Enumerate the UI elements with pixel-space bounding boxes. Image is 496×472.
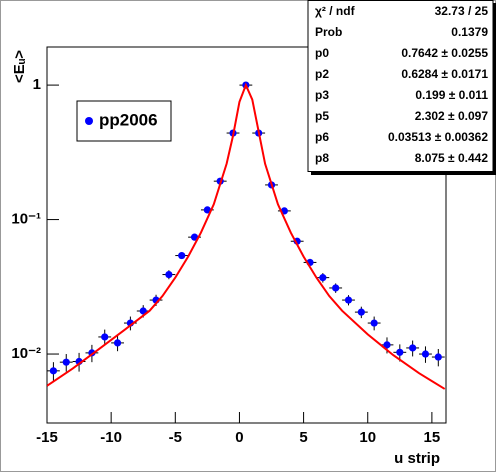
stats-box (307, 0, 494, 172)
x-tick-label: 10 (359, 429, 376, 446)
legend-marker (85, 117, 93, 125)
y-tick-label: 10⁻² (11, 345, 41, 362)
data-point (190, 233, 199, 241)
y-axis-title: <Eᵤ> (11, 50, 28, 83)
data-point (409, 344, 417, 352)
data-point (165, 270, 173, 279)
data-point (113, 339, 122, 347)
stat-label: χ² / ndf (315, 4, 356, 18)
stat-label: p0 (315, 46, 329, 60)
fit-curve (47, 82, 446, 390)
stat-value: 0.6284 ± 0.0171 (401, 67, 488, 81)
stat-label: Prob (315, 25, 342, 39)
legend-label: pp2006 (99, 110, 158, 129)
stat-value: 32.73 / 25 (435, 4, 489, 18)
data-point (421, 350, 430, 358)
y-tick-label: 1 (33, 76, 41, 93)
stat-value: 0.199 ± 0.011 (415, 88, 488, 102)
data-point (357, 308, 365, 316)
data-point (49, 367, 58, 375)
data-point (434, 353, 442, 361)
data-point (332, 284, 340, 292)
x-tick-label: 15 (424, 429, 441, 446)
stat-value: 0.1379 (451, 25, 488, 39)
data-point (178, 251, 186, 260)
x-tick-label: -15 (36, 429, 58, 446)
data-point (383, 341, 391, 349)
data-point (203, 206, 211, 214)
stat-label: p2 (315, 67, 329, 81)
x-tick-label: -10 (100, 429, 122, 446)
data-point (101, 333, 109, 341)
data-point (396, 348, 404, 356)
x-tick-label: -5 (169, 429, 182, 446)
stat-value: 0.03513 ± 0.00362 (388, 130, 488, 144)
stat-label: p6 (315, 130, 329, 144)
data-point (344, 296, 353, 304)
x-tick-label: 5 (299, 429, 307, 446)
stat-label: p5 (315, 109, 329, 123)
data-point (319, 274, 327, 282)
data-point (62, 358, 70, 366)
x-axis-title: u strip (394, 450, 440, 467)
stat-value: 8.075 ± 0.442 (415, 151, 489, 165)
x-tick-label: 0 (235, 429, 243, 446)
stat-value: 2.302 ± 0.097 (415, 109, 489, 123)
data-point (370, 319, 378, 327)
y-tick-label: 10⁻¹ (11, 211, 41, 228)
stat-label: p3 (315, 88, 329, 102)
data-point (139, 307, 147, 315)
stat-value: 0.7642 ± 0.0255 (401, 46, 488, 60)
stat-label: p8 (315, 151, 329, 165)
